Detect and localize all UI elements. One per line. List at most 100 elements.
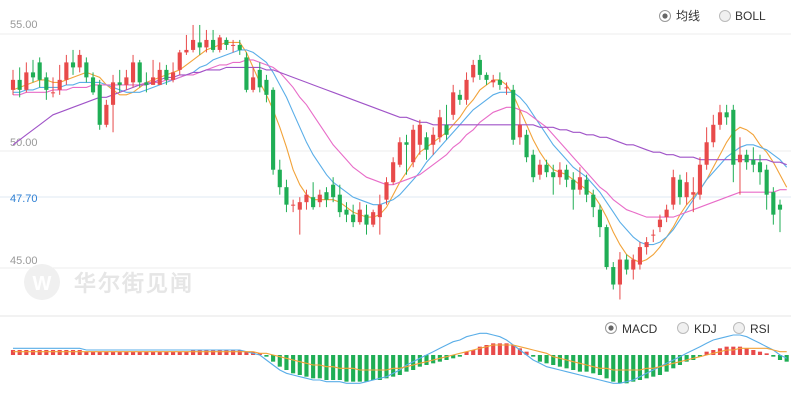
option-rsi[interactable]: RSI: [733, 322, 771, 336]
candle-up: [57, 64, 62, 95]
option-macd[interactable]: MACD: [605, 322, 658, 336]
candle-up: [24, 62, 29, 93]
macd-bar-positive: [150, 351, 156, 355]
macd-bar-positive: [757, 351, 763, 355]
macd-bar-positive: [17, 350, 22, 355]
candle-down: [224, 37, 229, 50]
candle-up: [191, 24, 196, 53]
macd-bar-negative: [284, 355, 289, 370]
radio-boll[interactable]: [719, 10, 731, 22]
radio-kdj[interactable]: [677, 322, 689, 334]
option-kdj-label[interactable]: KDJ: [694, 322, 717, 336]
macd-bar-positive: [724, 346, 729, 355]
option-boll[interactable]: BOLL: [719, 9, 767, 23]
option-ma-label[interactable]: 均线: [676, 9, 700, 23]
candle-down: [724, 104, 729, 125]
candle-body: [637, 247, 643, 265]
macd-bar-positive: [97, 351, 102, 355]
candle-down: [404, 134, 409, 175]
macd-bar-positive: [24, 350, 29, 355]
macd-bar-negative: [324, 355, 329, 380]
candle-body: [691, 192, 696, 195]
option-macd-label[interactable]: MACD: [622, 322, 658, 336]
macd-bar-negative: [297, 355, 302, 375]
candle-body: [617, 259, 622, 285]
macd-bar-negative: [777, 355, 783, 360]
option-kdj[interactable]: KDJ: [677, 322, 717, 336]
macd-bar-negative: [277, 355, 282, 367]
candle-down: [277, 159, 282, 195]
candle-body: [24, 72, 29, 90]
candle-up: [184, 34, 189, 55]
candle-body: [197, 42, 202, 48]
macd-bar-negative: [411, 355, 416, 370]
main-indicator-options: 均线 BOLL: [659, 9, 767, 23]
macd-bar-positive: [77, 350, 82, 355]
candle-down: [764, 164, 769, 210]
candle-up: [437, 109, 442, 143]
candle-down: [677, 174, 683, 205]
macd-bar-positive: [30, 350, 36, 355]
macd-bar-positive: [130, 351, 136, 355]
candle-body: [384, 182, 389, 200]
candle-body: [764, 169, 769, 195]
candle-body: [597, 209, 602, 228]
candle-body: [411, 129, 416, 163]
candle-down: [337, 184, 342, 218]
candle-body: [644, 242, 649, 248]
macd-bar-positive: [90, 351, 96, 355]
candle-body: [157, 69, 162, 85]
y-tick-label: 45.00: [10, 255, 38, 267]
candle-up: [411, 124, 416, 168]
candle-body: [84, 62, 89, 78]
candle-body: [544, 164, 549, 173]
candle-body: [204, 39, 209, 48]
macd-bar-negative: [451, 355, 456, 359]
macd-bar-positive: [124, 351, 129, 355]
macd-bar-negative: [271, 355, 276, 362]
candle-up: [451, 84, 456, 120]
macd-bar-negative: [651, 355, 656, 377]
macd-bar-positive: [731, 346, 736, 355]
candle-body: [531, 154, 536, 178]
candle-body: [664, 209, 669, 218]
candle-body: [631, 259, 636, 270]
candle-up: [157, 62, 162, 85]
candle-down: [137, 59, 142, 88]
macd-bar-negative: [631, 355, 636, 382]
macd-bar-negative: [604, 355, 609, 379]
candle-body: [584, 179, 589, 195]
candle-body: [724, 112, 729, 118]
candle-up: [684, 172, 689, 205]
candle-up: [297, 197, 302, 235]
candle-down: [731, 104, 736, 183]
radio-rsi[interactable]: [733, 322, 745, 334]
macd-bar-positive: [177, 351, 182, 355]
candle-down: [544, 159, 549, 178]
candle-down: [744, 149, 749, 170]
candle-body: [457, 94, 462, 100]
candle-body: [551, 172, 556, 178]
candle-body: [417, 124, 422, 145]
macd-bar-negative: [337, 355, 342, 380]
option-boll-label[interactable]: BOLL: [735, 9, 766, 23]
candle-up: [104, 99, 109, 128]
macd-bar-positive: [744, 348, 749, 355]
candle-body: [137, 62, 142, 83]
candle-up: [617, 252, 622, 300]
candle-up: [231, 39, 236, 53]
candle-body: [110, 82, 116, 105]
candle-down: [597, 204, 602, 238]
candle-up: [464, 72, 469, 105]
macd-bar-positive: [137, 351, 142, 355]
macd-bar-negative: [537, 355, 542, 362]
macd-bar-negative: [311, 355, 316, 379]
candle-down: [344, 202, 349, 223]
candle-down: [284, 179, 289, 213]
candle-body: [57, 79, 62, 90]
candle-body: [90, 77, 96, 93]
option-rsi-label[interactable]: RSI: [750, 322, 770, 336]
candle-body: [77, 54, 82, 68]
option-ma[interactable]: 均线: [659, 9, 701, 23]
macd-dea-line: [13, 344, 787, 371]
